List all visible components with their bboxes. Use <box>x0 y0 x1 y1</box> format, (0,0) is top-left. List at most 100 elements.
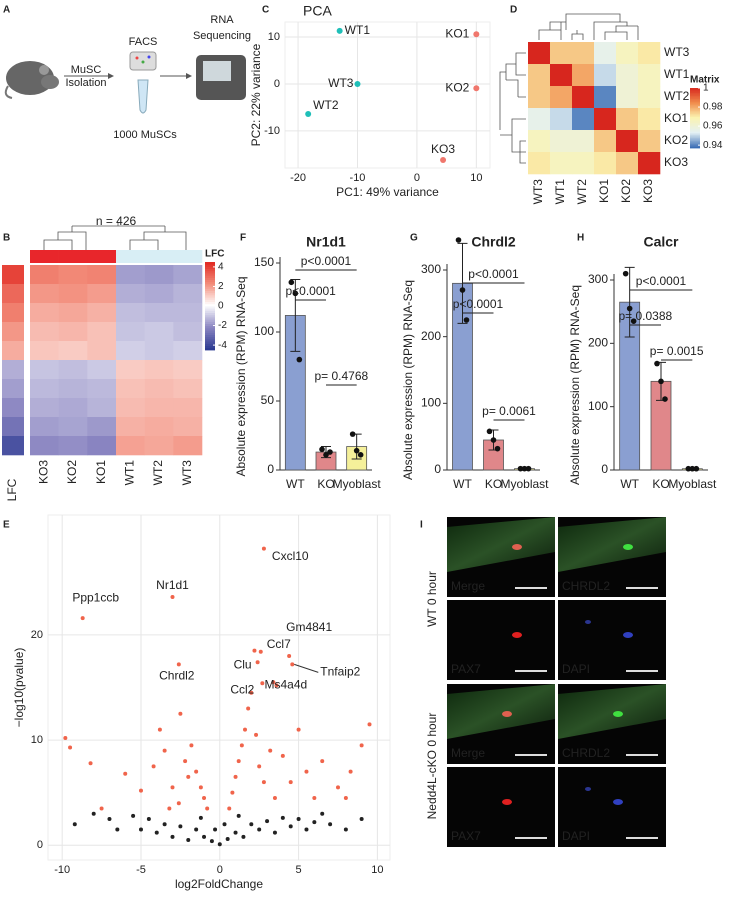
colorbar-swatch <box>205 292 215 296</box>
heat-cell <box>30 398 59 418</box>
point <box>304 827 309 832</box>
data-point <box>490 437 497 443</box>
heat-cell <box>173 360 203 380</box>
row-label: KO2 <box>664 133 688 147</box>
point <box>198 785 203 790</box>
channel-label: PAX7 <box>451 662 481 676</box>
heat-cell <box>616 108 639 131</box>
x-tick-label: -20 <box>290 172 306 184</box>
y-axis-label: PC2: 22% variance <box>249 43 263 146</box>
y-tick-label: 300 <box>588 272 608 286</box>
point <box>194 827 199 832</box>
colorbar-swatch <box>205 268 215 272</box>
heat-cell <box>58 322 88 342</box>
heat-cell <box>116 322 145 342</box>
heat-cell <box>528 64 551 87</box>
colorbar-swatch <box>690 94 700 96</box>
point <box>178 824 183 829</box>
colorbar-title: LFC <box>205 249 224 260</box>
y-tick-label: 100 <box>421 396 441 410</box>
colorbar-swatch <box>205 323 215 327</box>
colorbar-swatch <box>690 91 700 93</box>
heat-cell <box>173 417 203 437</box>
data-point <box>296 356 303 363</box>
heat-cell <box>638 86 661 109</box>
point-label: Ccl2 <box>230 682 254 696</box>
colorbar-swatch <box>205 297 215 300</box>
colorbar-swatch <box>690 137 700 140</box>
column-label: KO2 <box>619 179 633 203</box>
p-value: p<0.0001 <box>636 274 687 288</box>
heat-cell <box>30 360 59 380</box>
data-point <box>685 465 692 472</box>
heat-cell <box>116 398 145 418</box>
heat-cell <box>594 64 617 87</box>
heat-cell <box>144 265 174 285</box>
x-tick-label: Myoblast <box>333 477 382 491</box>
nucleus-signal <box>502 711 512 717</box>
data-point <box>626 305 633 312</box>
colorbar-swatch <box>690 146 700 149</box>
side-cell <box>2 360 24 380</box>
colorbar-swatch <box>205 277 215 280</box>
step-label: Isolation <box>66 77 107 89</box>
x-tick-label: 0 <box>414 172 420 184</box>
y-tick-label: 0 <box>267 462 274 476</box>
colorbar-swatch <box>690 110 700 113</box>
p-value: p<0.0001 <box>301 254 352 268</box>
point <box>176 801 181 806</box>
data-point <box>662 396 668 402</box>
y-tick-label: 10 <box>31 734 43 746</box>
colorbar-swatch <box>205 341 215 344</box>
colorbar-swatch <box>205 290 215 294</box>
colorbar-title: Matrix <box>690 75 720 86</box>
colorbar-swatch <box>690 124 700 126</box>
channel-label: DAPI <box>562 662 590 676</box>
point <box>91 811 96 816</box>
arrow-head <box>186 73 192 79</box>
x-tick-label: 5 <box>296 864 302 876</box>
point-label: Ms4a4d <box>265 678 308 692</box>
point <box>271 680 276 685</box>
heat-cell <box>528 42 551 65</box>
panel-label: D <box>510 5 517 16</box>
point <box>348 769 353 774</box>
point <box>296 816 301 821</box>
colorbar-swatch <box>690 116 700 119</box>
point <box>225 836 230 841</box>
nucleus-signal <box>623 544 633 550</box>
column-annotation <box>58 250 88 263</box>
side-label: LFC <box>5 478 19 501</box>
heat-cell <box>87 265 117 285</box>
heat-cell <box>116 265 145 285</box>
p-value: p= 0.0061 <box>482 404 536 418</box>
row-label: WT3 <box>664 45 690 59</box>
fiber-signal <box>447 517 555 572</box>
x-tick-label: -5 <box>136 864 146 876</box>
heat-cell <box>638 152 661 175</box>
mouse-head <box>41 75 59 89</box>
side-cell <box>2 436 24 456</box>
point-label: Gm4841 <box>286 620 332 634</box>
data-point <box>525 465 532 472</box>
heat-cell <box>116 284 145 304</box>
data-point <box>353 447 360 454</box>
side-cell <box>2 398 24 418</box>
heat-cell <box>58 417 88 437</box>
heat-cell <box>616 152 639 175</box>
step-label: FACS <box>129 36 158 48</box>
subtitle: n = 426 <box>96 214 137 228</box>
heat-cell <box>572 64 595 87</box>
point <box>272 795 277 800</box>
heat-cell <box>550 64 573 87</box>
heat-cell <box>616 64 639 87</box>
heat-cell <box>87 398 117 418</box>
channel-label: Merge <box>451 746 485 760</box>
colorbar-swatch <box>690 122 700 125</box>
tube-icon <box>137 79 149 114</box>
colorbar-swatch <box>205 319 215 322</box>
data-point <box>622 270 629 277</box>
heat-cell <box>30 265 59 285</box>
heat-cell <box>87 341 117 361</box>
